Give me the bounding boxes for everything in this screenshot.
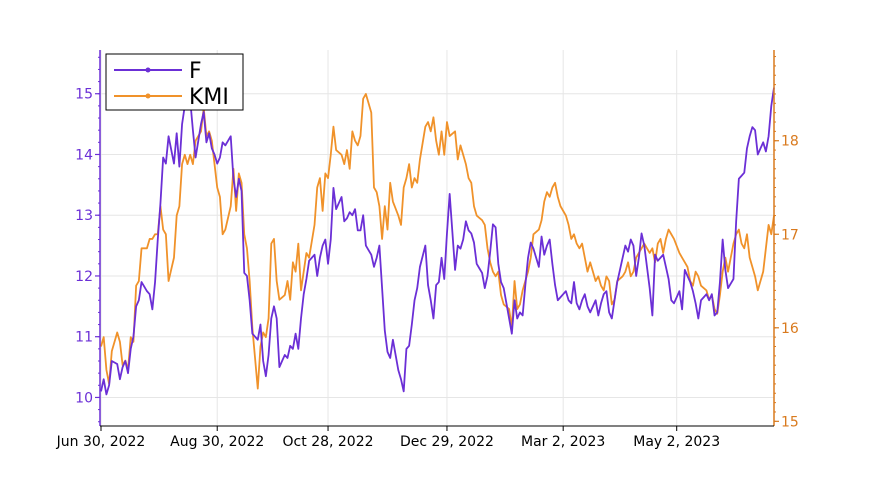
x-tick-label-0: Jun 30, 2022 bbox=[56, 434, 146, 450]
left-tick-label-10: 10 bbox=[75, 390, 93, 406]
x-tick-label-3: Dec 29, 2022 bbox=[400, 434, 494, 450]
left-tick-label-14: 14 bbox=[75, 147, 93, 163]
x-tick-label-1: Aug 30, 2022 bbox=[170, 434, 264, 450]
right-tick-label-16: 16 bbox=[781, 321, 799, 337]
series-line-F bbox=[100, 86, 775, 396]
legend-marker-F bbox=[145, 67, 151, 73]
left-tick-label-15: 15 bbox=[75, 87, 93, 103]
x-tick-label-2: Oct 28, 2022 bbox=[283, 434, 374, 450]
legend-label-KMI: KMI bbox=[189, 85, 229, 110]
grid-lines bbox=[100, 50, 774, 426]
legend-marker-KMI bbox=[145, 93, 151, 99]
left-tick-label-12: 12 bbox=[75, 269, 93, 285]
x-tick-label-5: May 2, 2023 bbox=[633, 434, 720, 450]
legend[interactable]: F KMI bbox=[105, 53, 244, 111]
series-layer bbox=[100, 86, 775, 396]
right-tick-label-18: 18 bbox=[781, 134, 799, 150]
axes: 10 11 12 13 14 15 15 16 17 18 Jun 30, 2022 Aug 30, … bbox=[56, 50, 799, 450]
legend-label-F: F bbox=[189, 59, 202, 84]
x-tick-label-4: Mar 2, 2023 bbox=[521, 434, 605, 450]
right-tick-label-17: 17 bbox=[781, 227, 799, 243]
left-tick-label-13: 13 bbox=[75, 208, 93, 224]
left-tick-label-11: 11 bbox=[75, 330, 93, 346]
right-tick-label-15: 15 bbox=[781, 414, 799, 430]
legend-box bbox=[105, 53, 244, 111]
